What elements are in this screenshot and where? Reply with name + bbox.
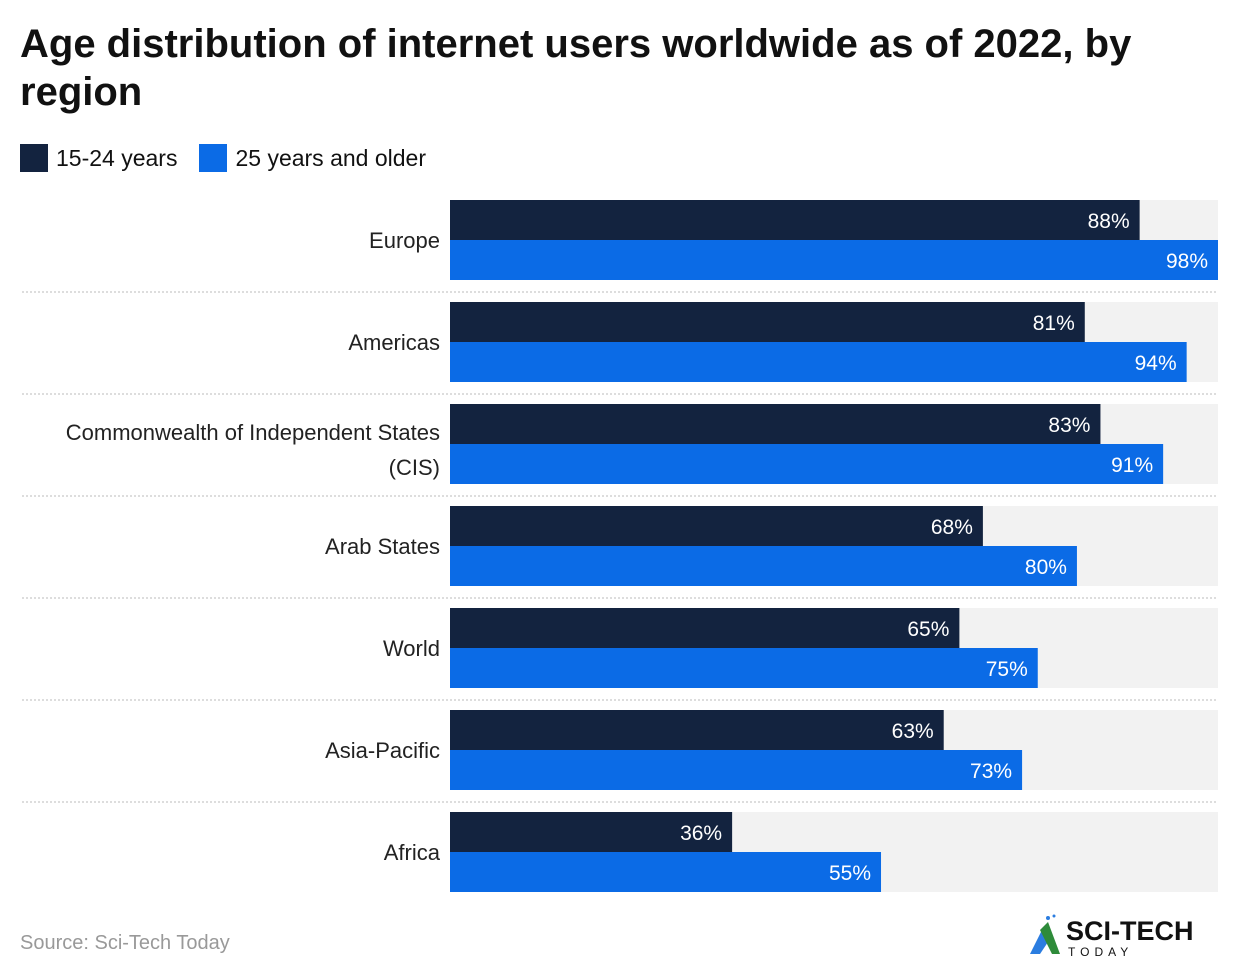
category-label: Asia-Pacific [325,738,440,763]
category-label: Africa [384,840,441,865]
category-label: Commonwealth of Independent States (CIS) [66,420,440,480]
data-label: 63% [892,720,934,743]
data-label: 68% [931,516,973,539]
category-label: Europe [369,228,440,253]
data-label: 75% [986,658,1028,681]
data-label: 98% [1166,250,1208,273]
bar [450,750,1023,790]
legend-label: 15-24 years [56,144,178,171]
category-label: World [383,636,440,661]
bar [450,812,733,852]
data-label: 73% [970,760,1012,783]
bar [450,546,1077,586]
legend-item-25-plus: 25 years and older [199,144,426,172]
bar [450,444,1164,484]
bar [450,710,944,750]
svg-text:TODAY: TODAY [1068,945,1133,959]
source-note: Source: Sci-Tech Today [20,932,230,954]
legend-swatch [20,144,48,172]
data-label: 91% [1111,454,1153,477]
bar [450,852,882,892]
data-label: 81% [1033,312,1075,335]
bar [450,200,1140,240]
legend-swatch [199,144,228,172]
category-label: Arab States [325,534,440,559]
legend-label: 25 years and older [235,144,426,171]
data-label: 36% [680,822,722,845]
bar [450,302,1085,342]
legend-item-15-24: 15-24 years [20,144,177,172]
data-label: 83% [1048,414,1090,437]
legend: 15-24 years 25 years and older [20,144,426,172]
bar [450,342,1187,382]
bar [450,404,1101,444]
data-label: 65% [907,618,949,641]
chart-title: Age distribution of internet users world… [20,22,1132,114]
data-label: 94% [1135,352,1177,375]
data-label: 88% [1088,210,1130,233]
bar [450,648,1038,688]
category-label: Americas [348,330,440,355]
data-label: 55% [829,862,871,885]
svg-text:SCI-TECH: SCI-TECH [1066,916,1194,946]
bar [450,608,960,648]
bar [450,240,1218,280]
sci-tech-today-logo: SCI-TECH TODAY [1030,914,1194,959]
bar [450,506,983,546]
data-label: 80% [1025,556,1067,579]
